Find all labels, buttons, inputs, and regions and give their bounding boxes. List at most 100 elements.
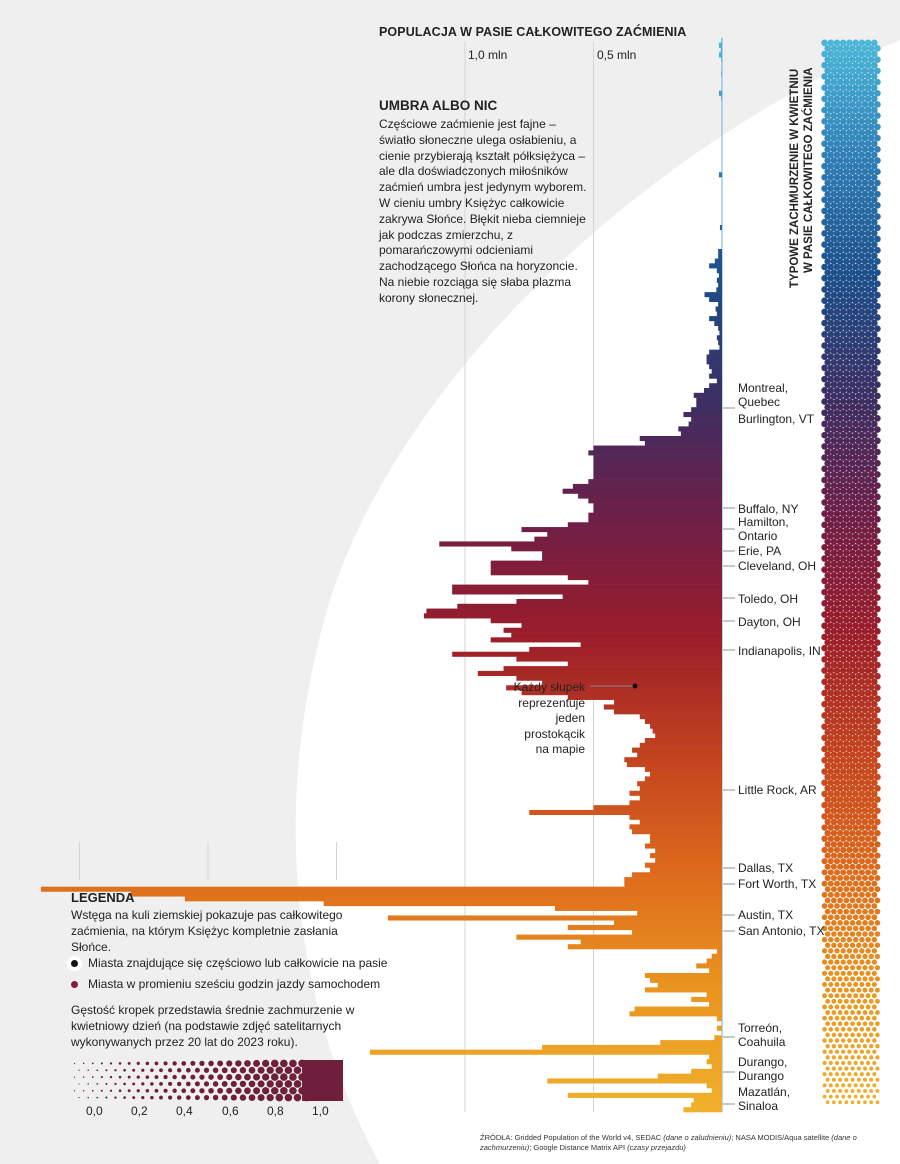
cloud-dot bbox=[846, 891, 853, 898]
cloud-dot bbox=[843, 672, 850, 680]
cloud-dot bbox=[821, 174, 828, 181]
cloud-dot bbox=[833, 409, 841, 417]
cloud-dot bbox=[830, 863, 837, 870]
cloud-dot bbox=[849, 661, 856, 669]
cloud-dot bbox=[861, 202, 869, 209]
scale-dot bbox=[127, 1075, 131, 1079]
cloud-dot bbox=[830, 527, 838, 534]
scale-dot bbox=[284, 1066, 293, 1075]
scale-label-0-4: 0,4 bbox=[176, 1104, 193, 1118]
cloud-dot bbox=[827, 263, 835, 271]
cloud-dot bbox=[833, 465, 841, 473]
scale-dot bbox=[118, 1089, 122, 1093]
population-bar bbox=[562, 594, 722, 600]
cloud-dot bbox=[855, 224, 863, 232]
cloud-dot bbox=[839, 151, 847, 159]
cloud-dot bbox=[858, 723, 866, 730]
cloud-dot bbox=[827, 532, 835, 540]
cloud-dot bbox=[858, 465, 866, 473]
scale-dot bbox=[230, 1067, 237, 1074]
cloud-dot bbox=[855, 628, 863, 635]
cloud-dot bbox=[867, 572, 875, 579]
cloud-dot bbox=[864, 846, 872, 854]
cloud-dot bbox=[864, 140, 872, 147]
cloud-dot bbox=[836, 291, 844, 299]
cloud-dot bbox=[867, 325, 875, 332]
cloud-dot bbox=[867, 246, 875, 254]
cloud-dot bbox=[831, 1066, 836, 1071]
cloud-dot bbox=[836, 134, 844, 142]
cloud-dot bbox=[821, 835, 828, 842]
cloud-dot bbox=[827, 880, 834, 887]
cloud-dot bbox=[874, 45, 881, 52]
cloud-dot bbox=[827, 734, 835, 742]
cloud-dot bbox=[827, 521, 835, 529]
cloud-dot bbox=[871, 712, 878, 719]
cloud-dot bbox=[843, 650, 850, 658]
cloud-dot bbox=[821, 117, 828, 125]
cloud-dot bbox=[861, 527, 869, 534]
cloud-dot bbox=[849, 908, 856, 915]
cloud-dot bbox=[871, 297, 878, 304]
legend-density-scale bbox=[73, 1059, 343, 1102]
cloud-dot bbox=[868, 965, 874, 971]
cloud-dot bbox=[874, 123, 881, 131]
population-bar bbox=[709, 968, 722, 974]
cloud-dot bbox=[836, 549, 844, 557]
population-bar bbox=[709, 349, 722, 355]
cloud-dot bbox=[846, 95, 853, 103]
cloud-dot bbox=[836, 123, 844, 131]
cloud-dot bbox=[864, 465, 872, 473]
cloud-dot bbox=[822, 1094, 827, 1099]
cloud-dot bbox=[855, 672, 863, 680]
cloud-dot bbox=[864, 50, 872, 58]
cloud-dot bbox=[868, 897, 875, 904]
cloud-dot bbox=[843, 807, 850, 815]
cloud-dot bbox=[865, 1027, 871, 1032]
bars bbox=[40, 38, 722, 1113]
population-bar bbox=[718, 172, 722, 178]
cloud-dot bbox=[837, 1043, 843, 1049]
cloud-dot bbox=[861, 504, 869, 512]
cloud-dot bbox=[827, 95, 835, 103]
cloud-dot bbox=[838, 1066, 843, 1071]
cloud-dot bbox=[852, 689, 859, 697]
cloud-dot bbox=[821, 891, 828, 898]
cloud-dot bbox=[833, 151, 841, 159]
cloud-dot bbox=[852, 656, 859, 663]
cloud-dot bbox=[830, 740, 838, 747]
cloud-dot bbox=[846, 61, 853, 69]
cloud-dot bbox=[821, 151, 828, 159]
cloud-dot bbox=[828, 1027, 834, 1032]
cloud-dot bbox=[865, 970, 871, 976]
population-bar bbox=[554, 905, 722, 911]
cloud-dot bbox=[827, 252, 835, 260]
cloud-dot bbox=[828, 1015, 834, 1021]
scale-dot bbox=[275, 1093, 284, 1102]
scale-dot bbox=[257, 1094, 265, 1102]
scale-dot bbox=[78, 1096, 80, 1099]
cloud-dot bbox=[843, 527, 850, 534]
cloud-dot bbox=[849, 965, 856, 971]
cloud-dot bbox=[874, 527, 881, 534]
cloud-dot bbox=[825, 1021, 830, 1027]
cloud-dot bbox=[855, 246, 863, 254]
cloud-dot bbox=[835, 1083, 839, 1088]
cloud-dot bbox=[827, 431, 835, 439]
cloud-dot bbox=[850, 1043, 855, 1049]
cloud-dot bbox=[867, 269, 875, 276]
cloud-dot bbox=[837, 976, 843, 982]
cloud-dot bbox=[865, 981, 871, 988]
cloud-dot bbox=[846, 510, 853, 517]
legend-description: Wstęga na kuli ziemskiej pokazuje pas ca… bbox=[71, 908, 343, 954]
cloud-dot bbox=[828, 959, 834, 965]
cloud-dot bbox=[855, 583, 863, 590]
cloud-dot bbox=[833, 622, 841, 630]
cloud-dot bbox=[827, 117, 835, 125]
cloud-dot bbox=[852, 342, 859, 349]
cloud-dot bbox=[836, 280, 844, 288]
cloud-dot bbox=[867, 818, 875, 826]
cloud-dot bbox=[853, 1072, 858, 1077]
cloud-dot bbox=[864, 678, 872, 686]
cloud-dot bbox=[871, 644, 878, 652]
